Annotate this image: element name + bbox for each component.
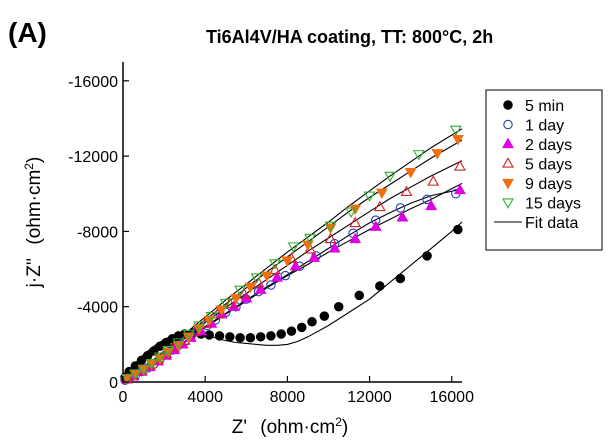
data-point: [355, 291, 363, 299]
data-point: [377, 189, 387, 198]
y-tick-label: -4000: [77, 300, 118, 317]
y-axis-label-symbol: j·Z'': [24, 258, 45, 288]
data-point: [246, 334, 254, 342]
chart-title: Ti6Al4V/HA coating, TT: 800°C, 2h: [206, 27, 493, 47]
y-axis-label-unit: (ohm·cm: [24, 170, 45, 245]
legend-label: 5 days: [525, 157, 572, 174]
data-point: [309, 253, 319, 262]
data-point: [256, 333, 264, 341]
x-tick-label: 16000: [429, 389, 474, 406]
data-point: [226, 333, 234, 341]
series-2: [122, 185, 465, 383]
data-point: [432, 150, 442, 159]
data-point: [282, 257, 292, 266]
data-point: [298, 323, 306, 331]
x-tick-label: 4000: [187, 389, 223, 406]
data-point: [215, 332, 223, 340]
data-markers: [121, 126, 465, 384]
data-point: [376, 282, 384, 290]
panel-label: (A): [8, 17, 47, 48]
y-tick-label: -16000: [68, 74, 118, 91]
data-point: [330, 243, 340, 252]
legend-label: 2 days: [525, 137, 572, 154]
data-point: [455, 161, 465, 170]
data-point: [236, 334, 244, 342]
plot-area: [121, 62, 465, 384]
y-tick-label: -12000: [68, 149, 118, 166]
legend-marker: [504, 101, 512, 109]
legend-label: 15 days: [525, 196, 581, 213]
legend: 5 min 1 day 2 days 5 days 9 days 15 days Fit d…: [486, 90, 602, 250]
legend-label: 9 days: [525, 176, 572, 193]
data-point: [277, 330, 285, 338]
x-tick-label: 0: [119, 389, 128, 406]
data-point: [320, 312, 328, 320]
legend-label: 1 day: [525, 118, 564, 135]
series-1: [121, 190, 460, 385]
y-ticks: 0 -4000 -8000 -12000 -16000: [68, 74, 129, 392]
x-ticks: 0 4000 8000 12000 16000: [119, 376, 475, 406]
data-point: [335, 303, 343, 311]
x-tick-label: 8000: [270, 389, 306, 406]
data-point: [397, 212, 407, 221]
data-point: [267, 332, 275, 340]
legend-label: 5 min: [525, 98, 564, 115]
x-axis-label-unit-close: ): [342, 417, 348, 438]
y-axis-label-unit-close: ): [24, 157, 45, 163]
x-axis-label: Z' (ohm·cm2): [232, 415, 348, 438]
data-point: [308, 318, 316, 326]
data-point: [454, 225, 462, 233]
x-axis-label-symbol: Z': [232, 417, 247, 438]
x-axis-label-unit: (ohm·cm: [260, 417, 335, 438]
legend-label: Fit data: [525, 215, 578, 232]
x-tick-label: 12000: [347, 389, 392, 406]
y-axis-label: j·Z'' (ohm·cm2): [22, 157, 45, 289]
data-point: [426, 201, 436, 210]
y-tick-label: -8000: [77, 224, 118, 241]
data-point: [287, 327, 295, 335]
data-point: [396, 274, 404, 282]
data-point: [428, 176, 438, 185]
y-tick-label: 0: [109, 375, 118, 392]
data-point: [423, 252, 431, 260]
